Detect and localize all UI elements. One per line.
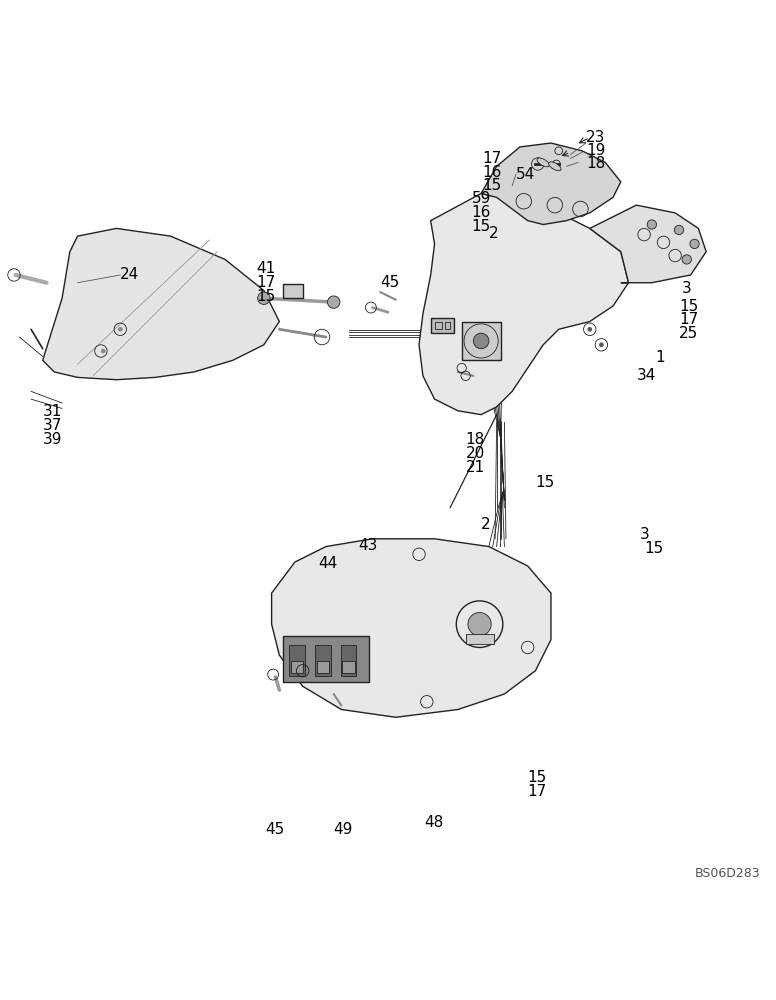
Text: 15: 15 — [679, 299, 698, 314]
Text: 48: 48 — [424, 815, 444, 830]
Text: 21: 21 — [466, 460, 485, 475]
Text: BS06D283: BS06D283 — [695, 867, 760, 880]
Text: 15: 15 — [472, 219, 491, 234]
Text: 39: 39 — [43, 432, 62, 447]
Text: 15: 15 — [256, 289, 275, 304]
Text: 24: 24 — [120, 267, 140, 282]
Text: 17: 17 — [256, 275, 275, 290]
Text: 49: 49 — [334, 822, 353, 837]
Text: 2: 2 — [489, 226, 498, 241]
Ellipse shape — [537, 158, 549, 167]
Text: 18: 18 — [466, 432, 485, 447]
Text: 1: 1 — [656, 350, 665, 365]
Ellipse shape — [549, 162, 561, 171]
Bar — [445, 322, 450, 329]
Text: 45: 45 — [265, 822, 285, 837]
Bar — [341, 645, 356, 676]
Circle shape — [690, 239, 699, 249]
Circle shape — [258, 292, 270, 304]
Circle shape — [599, 342, 604, 347]
Text: 3: 3 — [640, 527, 650, 542]
Circle shape — [473, 333, 489, 349]
Bar — [466, 634, 494, 644]
Circle shape — [101, 349, 106, 353]
Bar — [283, 636, 369, 682]
Circle shape — [327, 296, 340, 308]
Text: 16: 16 — [483, 165, 502, 180]
Text: 16: 16 — [472, 205, 491, 220]
Text: 34: 34 — [636, 368, 656, 383]
Bar — [435, 322, 442, 329]
Polygon shape — [590, 205, 706, 283]
Polygon shape — [419, 193, 629, 415]
Bar — [462, 322, 501, 360]
Circle shape — [118, 327, 123, 332]
Text: 31: 31 — [43, 404, 62, 419]
Text: 23: 23 — [586, 130, 605, 145]
Circle shape — [647, 220, 656, 229]
Circle shape — [682, 255, 691, 264]
Bar — [342, 661, 355, 673]
Text: 45: 45 — [380, 275, 400, 290]
Polygon shape — [43, 228, 279, 380]
Circle shape — [674, 225, 684, 235]
Bar — [317, 661, 329, 673]
Text: 18: 18 — [586, 156, 605, 171]
Circle shape — [587, 327, 592, 332]
Bar — [291, 661, 303, 673]
Polygon shape — [272, 539, 551, 717]
Text: 37: 37 — [43, 418, 62, 433]
Text: 43: 43 — [359, 538, 378, 553]
Text: 17: 17 — [483, 151, 502, 166]
Bar — [283, 284, 303, 298]
Text: 3: 3 — [681, 281, 691, 296]
Text: 2: 2 — [481, 517, 490, 532]
Bar — [289, 645, 305, 676]
Text: 19: 19 — [586, 143, 605, 158]
Text: 15: 15 — [535, 475, 555, 490]
Text: 44: 44 — [318, 556, 338, 571]
Text: 25: 25 — [679, 326, 698, 341]
Polygon shape — [481, 143, 621, 225]
Bar — [315, 645, 331, 676]
Text: 59: 59 — [472, 191, 491, 206]
Text: 54: 54 — [516, 167, 535, 182]
Text: 17: 17 — [528, 784, 547, 799]
Text: 17: 17 — [679, 312, 698, 327]
Circle shape — [468, 613, 491, 636]
Text: 41: 41 — [256, 261, 275, 276]
Text: 15: 15 — [644, 541, 663, 556]
Text: 15: 15 — [528, 770, 547, 785]
Bar — [431, 318, 454, 333]
Text: 15: 15 — [483, 178, 502, 193]
Text: 20: 20 — [466, 446, 485, 461]
